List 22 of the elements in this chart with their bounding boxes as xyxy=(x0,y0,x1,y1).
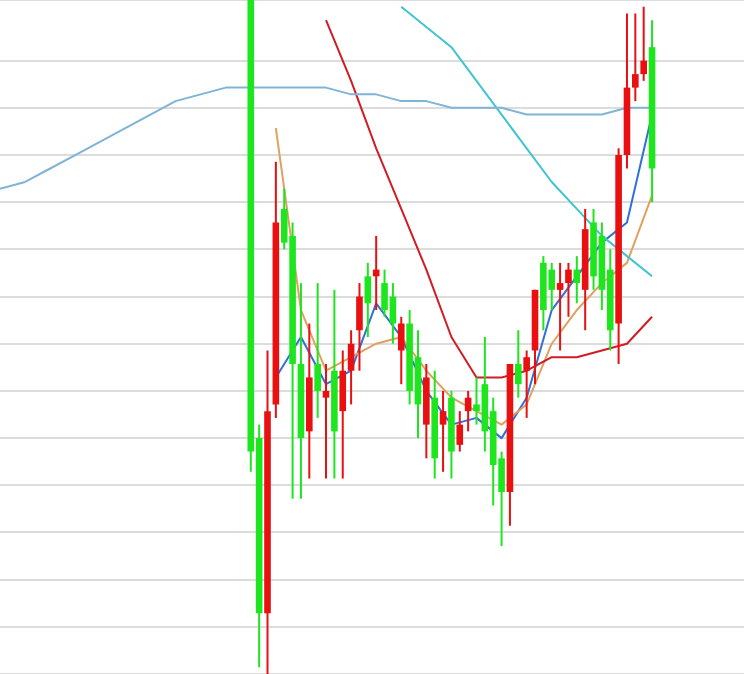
candlestick xyxy=(414,329,422,440)
candlestick xyxy=(565,261,572,318)
candlestick xyxy=(473,376,480,426)
candlestick xyxy=(364,261,372,338)
candlestick xyxy=(347,329,355,406)
candlestick xyxy=(632,12,639,103)
candlestick xyxy=(356,282,363,372)
candlestick xyxy=(540,255,547,332)
candlestick xyxy=(640,5,647,82)
candlestick xyxy=(456,410,464,453)
candlestick xyxy=(514,329,522,399)
candlestick xyxy=(381,268,388,318)
candlestick xyxy=(423,362,430,460)
candlestick xyxy=(556,261,564,352)
candlestick xyxy=(314,282,321,419)
candlestick xyxy=(397,315,405,386)
candlestick xyxy=(523,349,530,419)
candlestick xyxy=(439,389,447,473)
candlestick xyxy=(548,261,556,312)
candlestick xyxy=(322,362,330,480)
candlestick xyxy=(339,349,347,480)
candlestick xyxy=(389,282,397,345)
